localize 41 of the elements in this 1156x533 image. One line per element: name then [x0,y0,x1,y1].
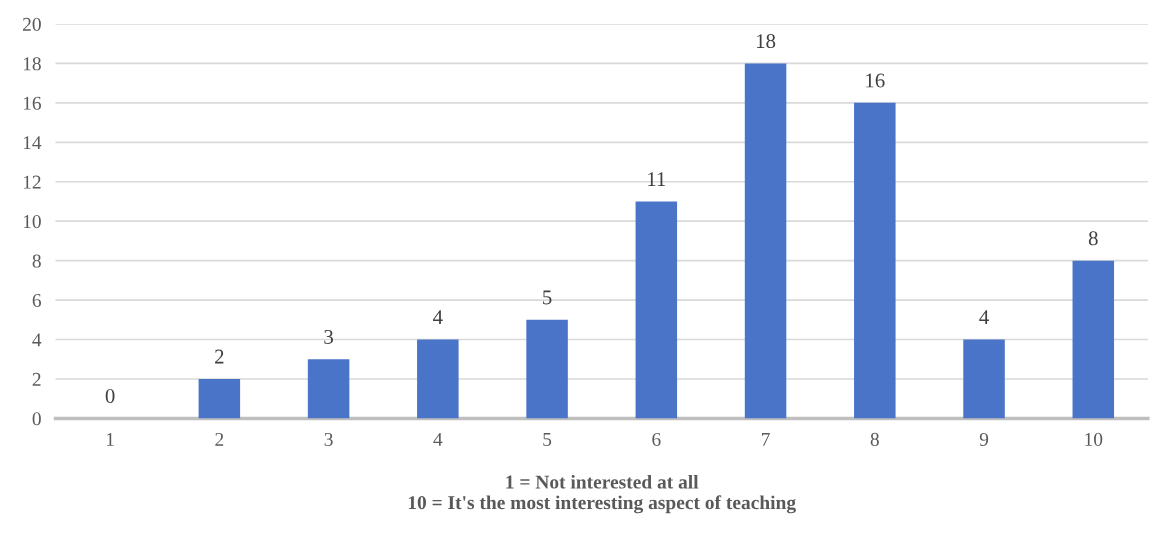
x-tick-label: 3 [324,432,333,446]
bar [307,359,350,419]
data-label: 2 [215,349,224,364]
bar [963,339,1005,419]
x-axis-title: 1 = Not interested at all 10 = It's the most interesting aspect of teaching [408,474,796,514]
x-tick-label: 2 [215,432,224,446]
bar [744,63,787,419]
y-tick-label: 8 [32,254,41,268]
data-label: 16 [866,73,885,88]
data-label: 3 [324,329,333,344]
y-tick-label: 16 [23,96,42,110]
bar [1072,260,1115,419]
y-tick-label: 10 [23,215,41,229]
x-tick-label: 9 [979,432,989,446]
bar [417,339,459,419]
data-label: 4 [979,310,989,324]
bar [635,201,678,419]
x-tick-label: 4 [433,432,443,446]
data-label: 0 [105,389,115,404]
x-tick-label: 5 [543,433,552,446]
data-label: 8 [1088,231,1098,246]
x-tick-label: 8 [870,432,879,446]
data-label: 18 [756,34,776,49]
bar [526,319,568,419]
data-label: 11 [648,172,666,186]
y-tick-label: 18 [23,57,41,71]
y-tick-label: 2 [32,372,41,386]
data-label: 4 [433,310,443,324]
y-tick-label: 12 [23,175,41,189]
y-tick-label: 4 [32,333,42,347]
data-label: 5 [543,290,552,305]
y-tick-label: 0 [32,412,41,426]
y-tick-label: 14 [23,136,42,150]
y-tick-label: 6 [32,293,42,308]
bar [854,102,896,419]
bar [198,378,241,419]
x-tick-label: 6 [652,432,661,446]
x-tick-label: 1 [106,432,114,446]
x-tick-label: 10 [1085,432,1103,446]
y-tick-label: 20 [23,17,41,31]
x-tick-label: 7 [761,433,770,446]
